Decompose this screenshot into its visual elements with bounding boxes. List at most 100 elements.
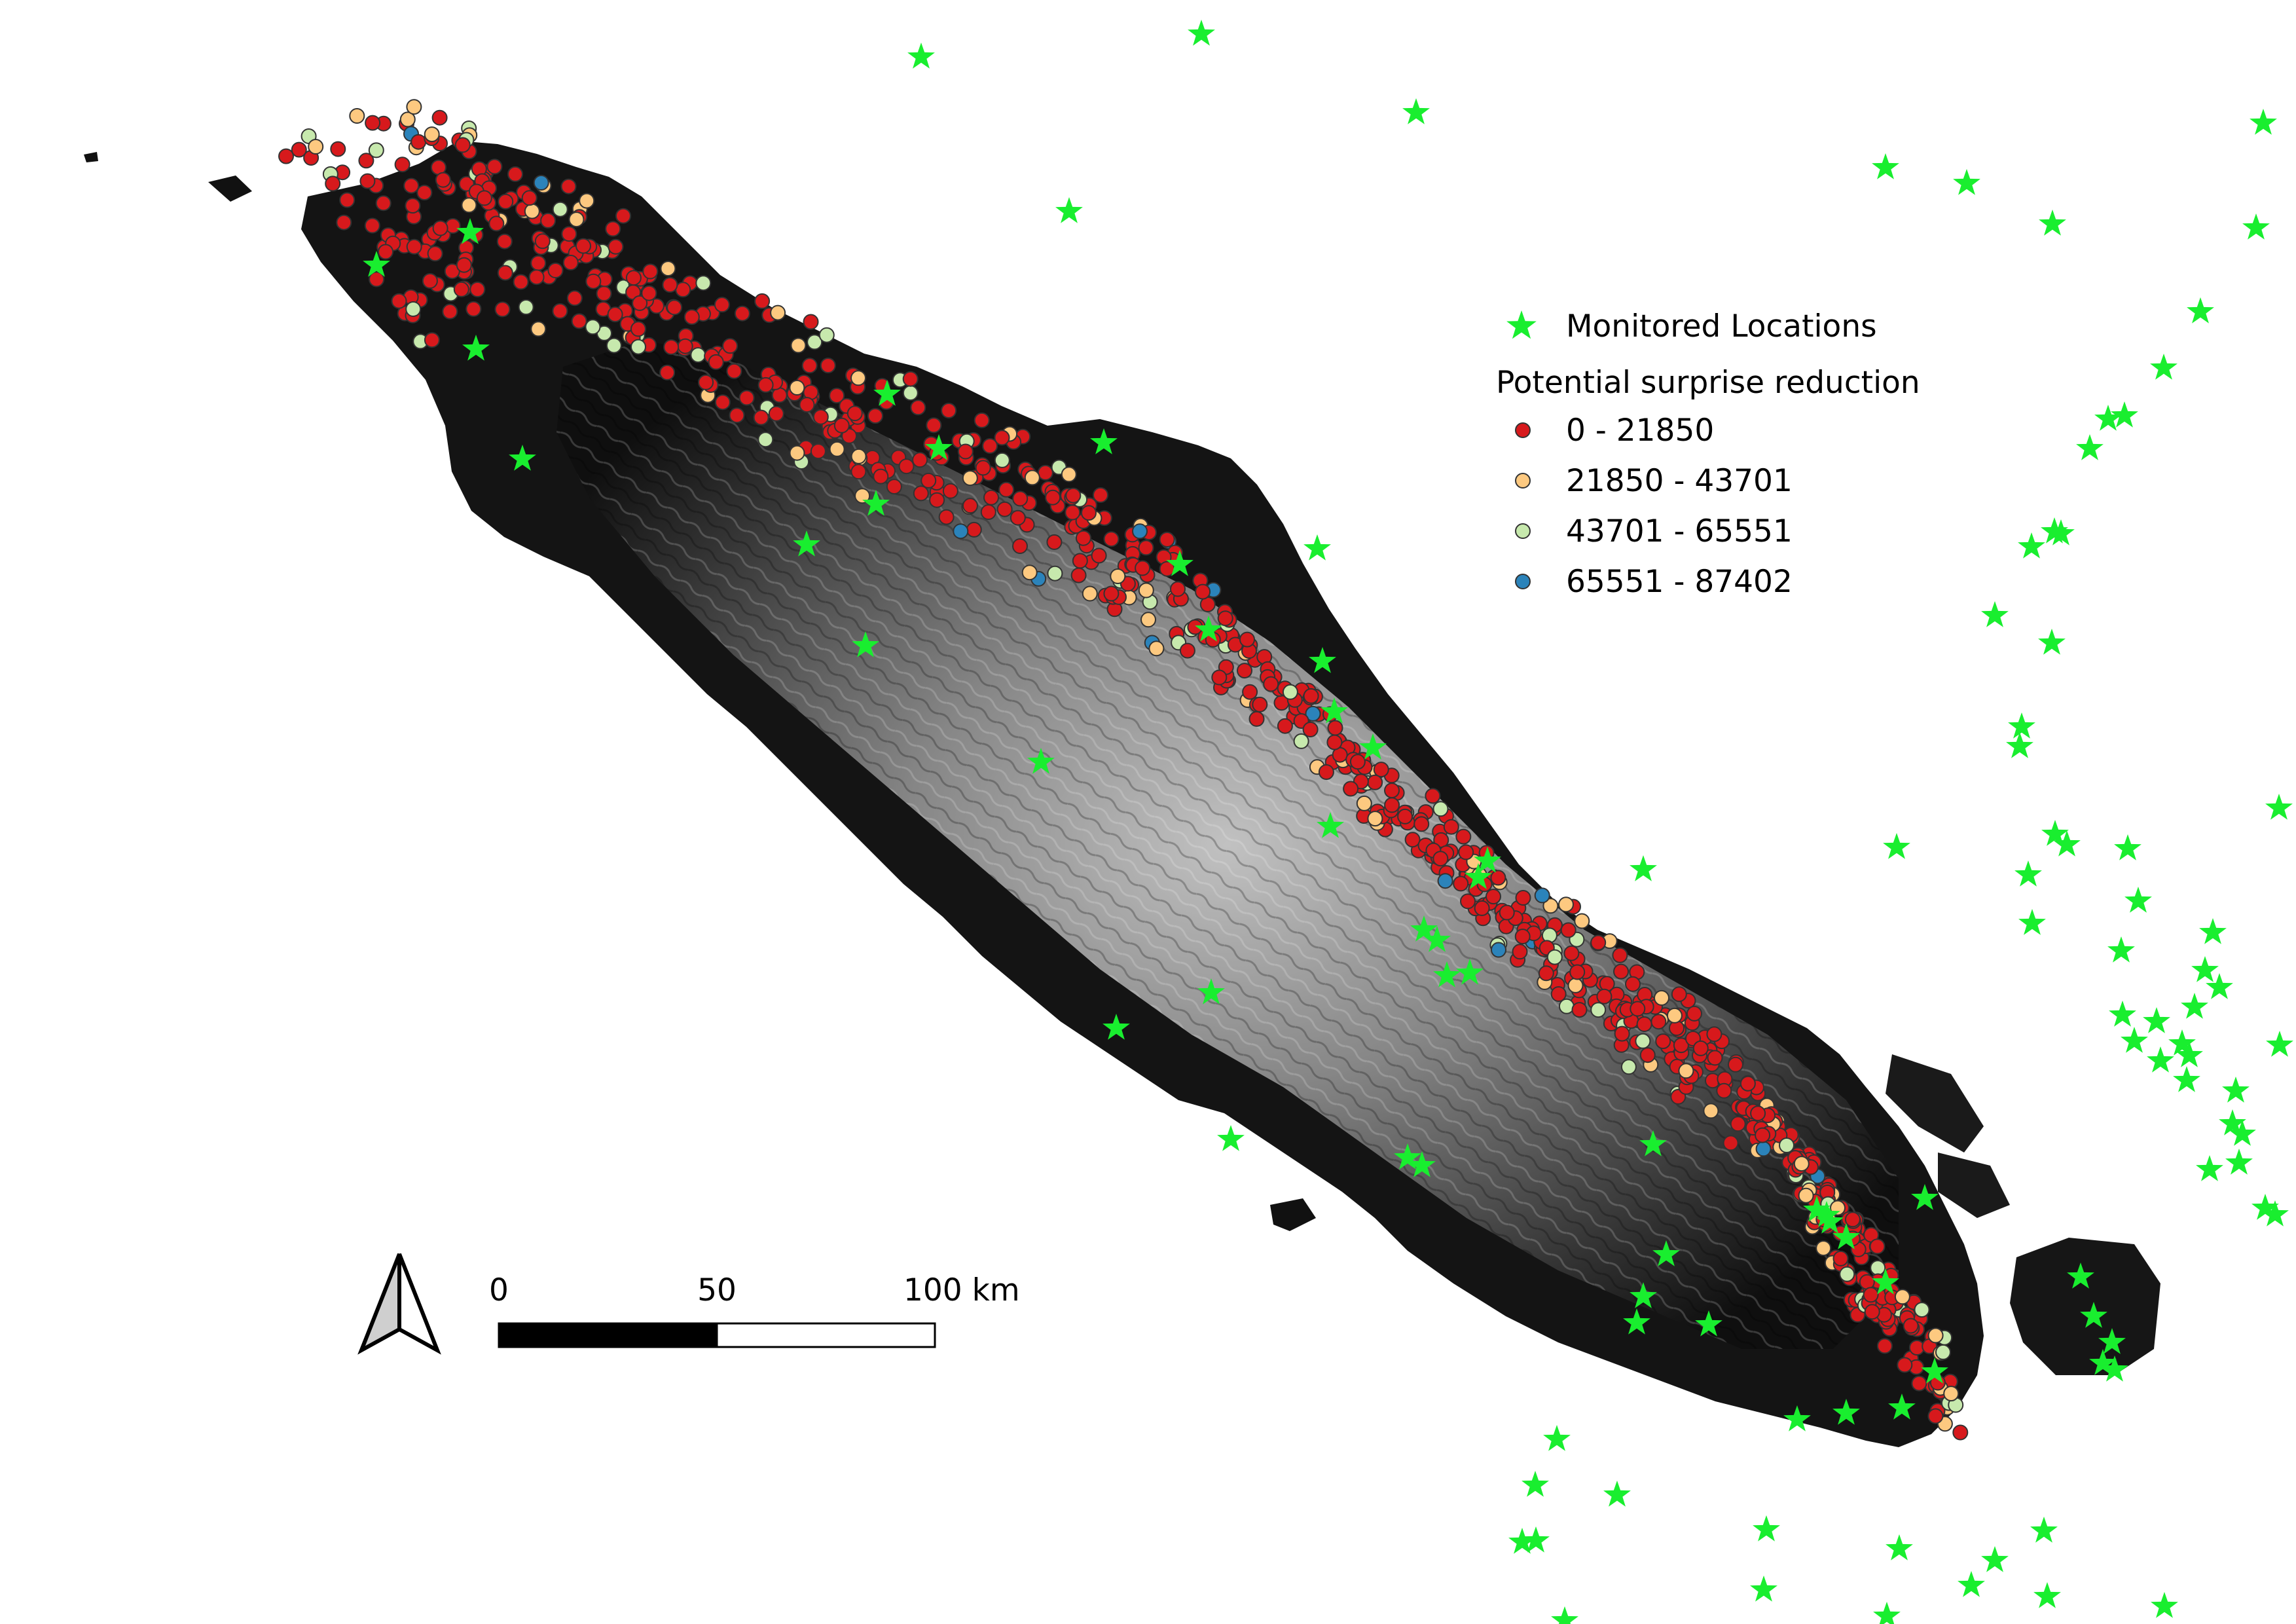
sample-point [528,269,545,286]
sample-point [497,265,513,281]
sample-point [1453,876,1469,892]
sample-point [998,481,1015,498]
sample-point [552,201,568,217]
sample-point [585,273,602,289]
sample-point [1876,1338,1893,1354]
sample-point [1692,1040,1709,1056]
sample-point [1367,774,1383,790]
sample-point [1138,582,1154,599]
sample-point [1666,1007,1683,1024]
sample-point [1590,1002,1607,1018]
small-island-nw-2 [84,152,98,162]
sample-point [375,195,392,212]
sample-point [1148,640,1165,657]
legend-label-class-2: 21850 - 43701 [1566,463,1793,499]
sample-point [431,109,448,126]
sample-point [1460,893,1476,910]
legend-star-icon [1506,310,1537,339]
sample-point [1863,1287,1879,1303]
sample-point [1021,564,1038,581]
sample-point [424,126,440,143]
sample-point [1514,929,1531,945]
monitored-location-star-icon [1981,1546,2009,1572]
sample-point [1110,568,1126,584]
sample-point [1613,963,1629,980]
sample-point [1750,1105,1766,1122]
scale-label-0: 0 [489,1272,509,1308]
sample-point [1070,567,1087,583]
sample-point [291,141,307,158]
sample-point [807,334,823,350]
sample-point [734,305,750,322]
sample-point [403,177,420,194]
sample-point [1832,1250,1849,1266]
sample-point [1779,1137,1795,1153]
sample-point [521,190,538,206]
legend-label-class-3: 43701 - 65551 [1566,513,1793,549]
sample-point [1432,801,1449,817]
island-landmass [84,141,2160,1447]
sample-point [456,257,472,273]
sample-point [912,452,928,468]
sample-point [1349,754,1366,770]
legend-monitored-label: Monitored Locations [1566,308,1877,344]
sample-point [566,290,583,306]
monitored-location-star-icon [2018,909,2046,935]
monitored-location-star-icon [1508,1528,1536,1554]
sample-point [454,137,471,153]
sample-point [391,293,407,309]
sample-point [1065,487,1082,504]
sample-point [1755,1127,1771,1143]
sample-point [632,295,648,311]
sample-point [1237,663,1252,679]
monitored-location-star-icon [2143,1007,2170,1033]
sample-point [1911,1375,1927,1392]
sample-point [547,263,564,278]
sample-point [695,275,712,291]
sample-point [1671,986,1687,1003]
small-island-east-3 [1938,1153,2010,1218]
sample-point [902,371,919,387]
sample-point [1082,585,1098,602]
sample-point [1491,942,1506,958]
sample-point [953,523,969,540]
sample-point [722,338,738,354]
sample-point [486,158,503,175]
sample-point [424,332,440,348]
monitored-location-star-icon [1303,534,1331,561]
sample-point [358,153,374,169]
sample-point [1432,851,1449,867]
legend-swatch-class-4 [1515,574,1531,589]
sample-point [359,173,376,189]
sample-point [799,397,815,413]
sample-point [1239,631,1255,648]
sample-point [571,313,587,329]
sample-point [1318,764,1334,780]
sample-point [1512,944,1528,960]
sample-point [966,521,982,538]
sample-point [789,445,805,461]
sample-point [1636,1016,1652,1032]
monitored-location-star-icon [1551,1606,1578,1624]
sample-point [1635,1033,1651,1049]
sample-point [561,226,577,242]
sample-point [938,509,955,525]
sample-point [1574,913,1590,929]
sample-point [416,185,433,201]
sample-point [1282,684,1298,700]
sample-point [1534,887,1550,904]
sample-point [1343,781,1359,797]
sample-point [336,214,352,231]
monitored-location-star-icon [2014,860,2042,887]
sample-point [708,354,724,370]
sample-point [410,134,427,150]
monitored-location-star-icon [1753,1515,1780,1541]
monitored-location-star-icon [2107,936,2135,963]
sample-point [962,498,978,514]
legend-label-class-4: 65551 - 87402 [1566,564,1793,600]
sample-point [803,314,819,330]
sample-point [369,271,385,287]
sample-point [962,470,978,487]
sample-point [850,464,867,480]
